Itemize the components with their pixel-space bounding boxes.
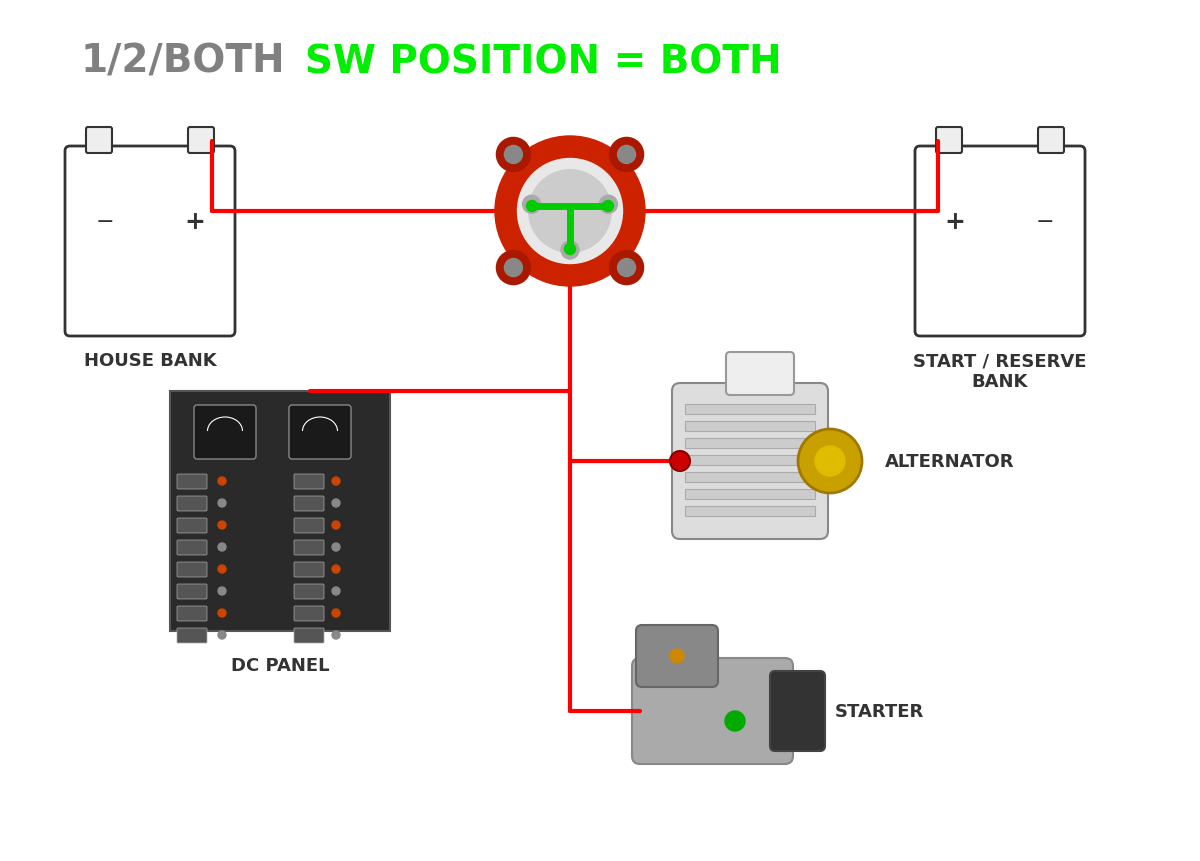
Text: START / RESERVE
BANK: START / RESERVE BANK [913,351,1087,390]
FancyBboxPatch shape [685,405,815,414]
FancyBboxPatch shape [294,474,324,489]
Text: +: + [944,210,966,233]
FancyBboxPatch shape [770,672,826,751]
Circle shape [332,522,340,530]
FancyBboxPatch shape [632,659,793,764]
FancyBboxPatch shape [170,392,390,631]
Circle shape [798,430,862,493]
FancyBboxPatch shape [178,518,208,533]
Circle shape [218,478,226,486]
FancyBboxPatch shape [685,455,815,466]
FancyBboxPatch shape [916,147,1085,337]
Circle shape [218,587,226,595]
FancyBboxPatch shape [188,127,214,154]
Text: +: + [185,210,205,233]
Circle shape [504,146,522,164]
FancyBboxPatch shape [726,353,794,395]
Circle shape [522,196,540,214]
FancyBboxPatch shape [294,562,324,578]
Circle shape [218,566,226,573]
Circle shape [218,522,226,530]
Circle shape [332,631,340,639]
Circle shape [610,139,643,172]
Text: HOUSE BANK: HOUSE BANK [84,351,216,369]
FancyBboxPatch shape [636,625,718,687]
FancyBboxPatch shape [178,562,208,578]
Text: 1/2/BOTH: 1/2/BOTH [80,43,286,81]
Circle shape [725,711,745,731]
Circle shape [618,259,636,277]
FancyBboxPatch shape [672,383,828,539]
FancyBboxPatch shape [685,506,815,517]
FancyBboxPatch shape [294,541,324,555]
Circle shape [564,245,576,255]
FancyBboxPatch shape [178,541,208,555]
Circle shape [218,499,226,507]
Circle shape [618,146,636,164]
FancyBboxPatch shape [294,629,324,643]
Circle shape [497,251,530,285]
FancyBboxPatch shape [685,438,815,449]
FancyBboxPatch shape [178,606,208,622]
FancyBboxPatch shape [178,629,208,643]
Circle shape [610,251,643,285]
Circle shape [600,196,618,214]
Circle shape [332,499,340,507]
FancyBboxPatch shape [194,406,256,460]
Text: STARTER: STARTER [835,703,924,720]
Circle shape [815,447,845,476]
Circle shape [527,201,538,213]
FancyBboxPatch shape [1038,127,1064,154]
Circle shape [332,543,340,551]
FancyBboxPatch shape [294,518,324,533]
Circle shape [497,139,530,172]
FancyBboxPatch shape [86,127,112,154]
Circle shape [529,170,611,253]
FancyBboxPatch shape [178,585,208,599]
FancyBboxPatch shape [294,497,324,511]
Circle shape [218,543,226,551]
FancyBboxPatch shape [685,422,815,431]
Circle shape [332,587,340,595]
FancyBboxPatch shape [294,606,324,622]
FancyBboxPatch shape [936,127,962,154]
Circle shape [332,566,340,573]
Text: −: − [1036,212,1055,232]
FancyBboxPatch shape [685,489,815,499]
Circle shape [670,649,684,663]
FancyBboxPatch shape [685,473,815,482]
Text: −: − [96,212,114,232]
Circle shape [517,159,623,264]
Circle shape [602,201,613,213]
Text: SW POSITION = BOTH: SW POSITION = BOTH [305,43,781,81]
Circle shape [218,631,226,639]
FancyBboxPatch shape [65,147,235,337]
FancyBboxPatch shape [289,406,352,460]
FancyBboxPatch shape [294,585,324,599]
Circle shape [496,137,646,287]
Circle shape [332,478,340,486]
Circle shape [218,610,226,617]
Circle shape [562,242,580,260]
Circle shape [332,610,340,617]
FancyBboxPatch shape [178,474,208,489]
Circle shape [670,451,690,472]
Circle shape [504,259,522,277]
FancyBboxPatch shape [178,497,208,511]
Text: ALTERNATOR: ALTERNATOR [886,453,1014,470]
Text: DC PANEL: DC PANEL [230,656,329,674]
